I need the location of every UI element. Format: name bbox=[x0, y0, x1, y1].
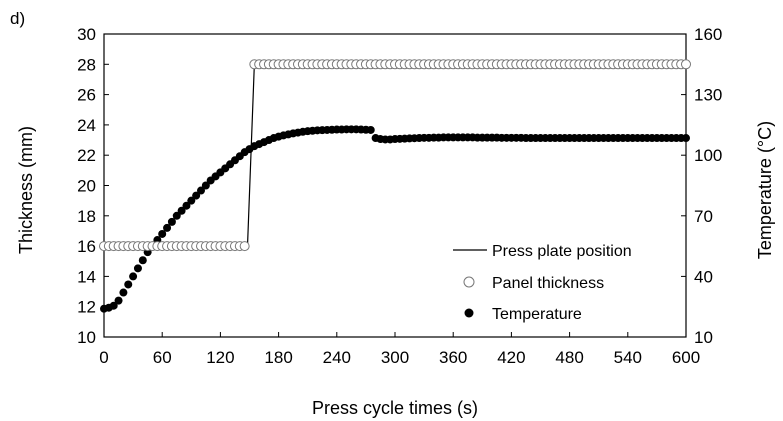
temperature-point bbox=[366, 125, 375, 134]
temperature-point bbox=[133, 264, 142, 273]
y-tick-label: 30 bbox=[77, 25, 96, 44]
x-tick-label: 120 bbox=[206, 348, 234, 367]
y-axis-title: Thickness (mm) bbox=[16, 126, 36, 254]
y2-axis-title: Temperature (°C) bbox=[755, 121, 775, 259]
y-tick-label: 24 bbox=[77, 116, 96, 135]
y-tick-label: 26 bbox=[77, 86, 96, 105]
x-tick-label: 540 bbox=[614, 348, 642, 367]
legend-filled-circle-marker bbox=[464, 308, 474, 318]
temperature-point bbox=[187, 196, 196, 205]
temperature-point bbox=[124, 280, 133, 289]
press-plate-line bbox=[104, 63, 686, 246]
temperature-point bbox=[163, 223, 172, 232]
y2-tick-label: 160 bbox=[694, 25, 722, 44]
temperature-point bbox=[172, 211, 181, 220]
temperature-point bbox=[138, 256, 147, 265]
temperature-point bbox=[109, 301, 118, 310]
temperature-point bbox=[197, 186, 205, 195]
panel-label: d) bbox=[10, 9, 25, 28]
y-tick-label: 10 bbox=[77, 328, 96, 347]
temperature-point bbox=[119, 288, 128, 297]
temperature-point bbox=[114, 296, 123, 305]
y-tick-label: 20 bbox=[77, 177, 96, 196]
legend-open-circle-marker bbox=[463, 276, 475, 288]
legend-label-panel-thickness: Panel thickness bbox=[492, 275, 604, 292]
temperature-point bbox=[167, 217, 176, 226]
x-tick-label: 0 bbox=[99, 348, 108, 367]
panel-thickness-point bbox=[681, 59, 691, 70]
legend: Press plate position Panel thickness Tem… bbox=[453, 243, 632, 323]
y-tick-label: 28 bbox=[77, 55, 96, 74]
temperature-point bbox=[182, 201, 191, 210]
legend-label-press-plate: Press plate position bbox=[492, 243, 632, 260]
y2-axis-ticks: 10 40 70 100 130 160 bbox=[681, 25, 722, 347]
temperature-point bbox=[192, 191, 201, 200]
y-tick-label: 14 bbox=[77, 267, 96, 286]
series-press-plate-position bbox=[104, 63, 686, 246]
legend-label-temperature: Temperature bbox=[492, 306, 582, 323]
temperature-point bbox=[129, 272, 138, 281]
y-tick-label: 16 bbox=[77, 237, 96, 256]
y2-tick-label: 70 bbox=[694, 207, 713, 226]
y2-tick-label: 40 bbox=[694, 267, 713, 286]
x-tick-label: 60 bbox=[153, 348, 172, 367]
panel-thickness-point bbox=[239, 241, 250, 252]
temperature-point bbox=[682, 134, 690, 143]
y2-tick-label: 10 bbox=[694, 328, 713, 347]
y-tick-label: 22 bbox=[77, 146, 96, 165]
x-tick-label: 600 bbox=[672, 348, 700, 367]
temperature-point bbox=[158, 229, 167, 238]
y2-tick-label: 100 bbox=[694, 146, 722, 165]
temperature-point bbox=[201, 181, 210, 190]
x-tick-label: 240 bbox=[323, 348, 351, 367]
y2-tick-label: 130 bbox=[694, 86, 722, 105]
x-tick-label: 300 bbox=[381, 348, 409, 367]
y-axis-ticks: 10 12 14 16 18 20 22 24 26 28 30 bbox=[77, 25, 109, 347]
y-tick-label: 18 bbox=[77, 207, 96, 226]
temperature-point bbox=[177, 206, 186, 215]
x-tick-label: 180 bbox=[264, 348, 292, 367]
y-tick-label: 12 bbox=[77, 298, 96, 317]
series-panel-thickness bbox=[99, 59, 691, 252]
series-temperature bbox=[100, 125, 690, 313]
x-tick-label: 360 bbox=[439, 348, 467, 367]
x-tick-label: 420 bbox=[497, 348, 525, 367]
x-axis-ticks: 0 60 120 180 240 300 360 420 480 540 600 bbox=[99, 332, 700, 367]
x-tick-label: 480 bbox=[555, 348, 583, 367]
x-axis-title: Press cycle times (s) bbox=[312, 398, 478, 418]
